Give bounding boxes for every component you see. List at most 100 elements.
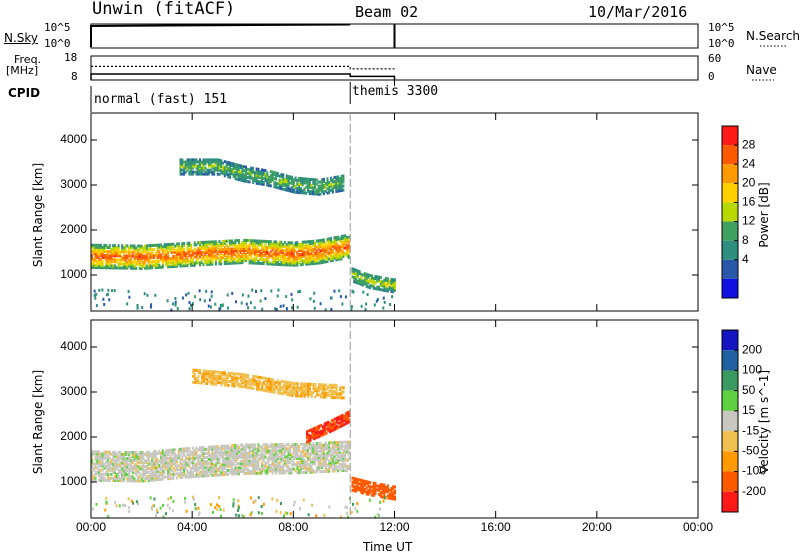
velocity-cell xyxy=(337,451,340,455)
power-cell xyxy=(394,288,396,292)
power-cell xyxy=(91,261,93,265)
power-cell xyxy=(112,260,115,264)
velocity-cell xyxy=(307,458,309,462)
power-cell xyxy=(234,261,237,265)
velocity-cell xyxy=(138,457,141,461)
power-cell xyxy=(237,239,240,242)
velocity-cell xyxy=(383,487,386,491)
velocity-cell xyxy=(338,440,341,444)
velocity-cell xyxy=(92,466,95,470)
power-cell xyxy=(172,242,175,246)
power-cell xyxy=(105,246,108,249)
power-cell xyxy=(298,245,301,249)
power-cell xyxy=(273,246,276,250)
velocity-cell xyxy=(308,466,311,470)
power-cell xyxy=(202,168,205,172)
power-cell xyxy=(197,257,200,261)
velocity-cell xyxy=(322,449,325,453)
power-cell xyxy=(250,261,253,265)
velocity-cell xyxy=(307,466,309,470)
power-cell xyxy=(276,174,279,178)
power-cell xyxy=(298,290,301,293)
power-cell xyxy=(218,172,221,176)
power-cell xyxy=(285,251,288,255)
velocity-cell xyxy=(271,447,274,451)
power-cell xyxy=(211,254,214,258)
velocity-cell xyxy=(275,459,278,463)
velocity-cell xyxy=(140,451,143,455)
power-cell xyxy=(183,264,186,268)
velocity-cell xyxy=(339,388,342,392)
velocity-cell xyxy=(236,380,239,384)
velocity-cell xyxy=(197,506,200,510)
velocity-cell xyxy=(268,455,270,459)
velocity-cell xyxy=(338,455,341,458)
power-cell xyxy=(225,170,228,174)
velocity-cell xyxy=(119,454,122,458)
power-cell xyxy=(307,254,309,258)
velocity-cell xyxy=(262,467,265,471)
power-cell xyxy=(158,245,161,249)
power-cell xyxy=(324,248,327,252)
power-cell xyxy=(312,182,315,186)
power-cell xyxy=(377,297,379,301)
velocity-cell xyxy=(229,458,232,462)
power-cell xyxy=(285,259,288,263)
power-cell xyxy=(143,292,146,296)
velocity-cell xyxy=(114,450,116,454)
power-cell xyxy=(252,249,255,253)
power-cell xyxy=(333,256,336,260)
power-cell xyxy=(117,246,120,250)
velocity-cell xyxy=(231,378,234,382)
power-cell xyxy=(183,248,186,252)
velocity-cell xyxy=(94,470,97,474)
velocity-cell xyxy=(234,444,237,447)
velocity-cell xyxy=(98,470,101,474)
velocity-cell xyxy=(278,467,281,471)
velocity-cell xyxy=(110,466,113,470)
velocity-cell xyxy=(181,461,184,465)
velocity-cell xyxy=(331,441,334,445)
velocity-cell xyxy=(121,454,124,458)
power-cell xyxy=(239,176,242,180)
power-cell xyxy=(307,252,309,256)
velocity-cell xyxy=(317,445,320,449)
power-cell xyxy=(199,243,201,247)
velocity-cell xyxy=(252,500,255,504)
velocity-cell xyxy=(245,453,247,457)
power-cell xyxy=(337,187,340,191)
velocity-cell xyxy=(310,464,313,468)
power-cell xyxy=(338,177,341,181)
nsky-right-tick-top: 10^5 xyxy=(708,21,735,34)
velocity-cell xyxy=(248,445,251,449)
power-cell xyxy=(328,239,331,243)
velocity-cell xyxy=(342,444,345,448)
power-cell xyxy=(168,244,171,248)
velocity-cell xyxy=(237,447,240,451)
power-cell xyxy=(144,248,147,252)
velocity-cell xyxy=(374,515,377,519)
power-cell xyxy=(98,262,101,266)
velocity-cell xyxy=(307,456,309,460)
power-cell xyxy=(184,254,187,258)
velocity-cell xyxy=(277,387,280,391)
velocity-cell xyxy=(217,380,219,384)
power-cell xyxy=(108,264,111,268)
power-cell xyxy=(315,182,318,186)
velocity-cell xyxy=(266,465,269,469)
power-cell xyxy=(170,263,173,267)
power-cell xyxy=(186,256,189,259)
velocity-cell xyxy=(291,391,294,395)
velocity-cell xyxy=(241,443,244,447)
power-cell xyxy=(174,248,177,252)
power-cell xyxy=(324,246,327,250)
velocity-cell xyxy=(322,453,325,457)
power-cell xyxy=(276,246,279,250)
power-cell xyxy=(218,258,221,262)
power-cell xyxy=(223,174,226,178)
power-cell xyxy=(276,262,279,266)
velocity-cell xyxy=(351,482,354,486)
power-cell xyxy=(268,175,270,179)
velocity-cell xyxy=(342,386,345,390)
velocity-cell xyxy=(358,478,361,482)
